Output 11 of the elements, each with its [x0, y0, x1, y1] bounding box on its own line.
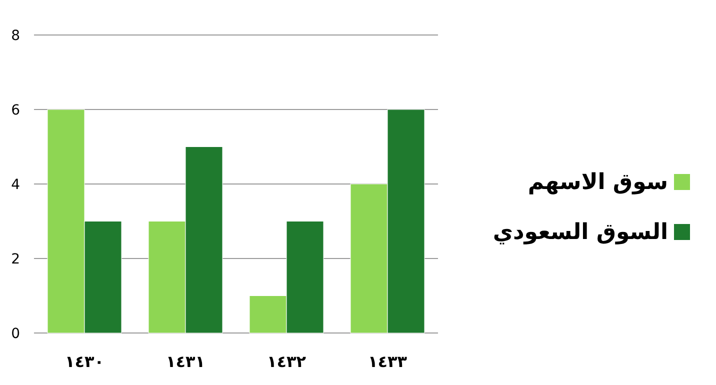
x-tick-label: ١٤٣٢ — [266, 352, 306, 371]
x-tick-label: ١٤٣٣ — [368, 352, 408, 371]
x-tick-label: ١٤٣٠ — [64, 352, 104, 371]
x-tick-label: ١٤٣١ — [166, 352, 206, 371]
legend-label: سوق الاسهم — [528, 170, 668, 195]
y-tick-label: 6 — [11, 102, 20, 118]
y-tick-label: 4 — [11, 177, 20, 193]
y-tick-label: 8 — [11, 28, 20, 44]
y-tick-label: 0 — [11, 326, 20, 342]
legend-label: السوق السعودي — [492, 220, 668, 245]
y-tick-label: 2 — [11, 252, 20, 268]
